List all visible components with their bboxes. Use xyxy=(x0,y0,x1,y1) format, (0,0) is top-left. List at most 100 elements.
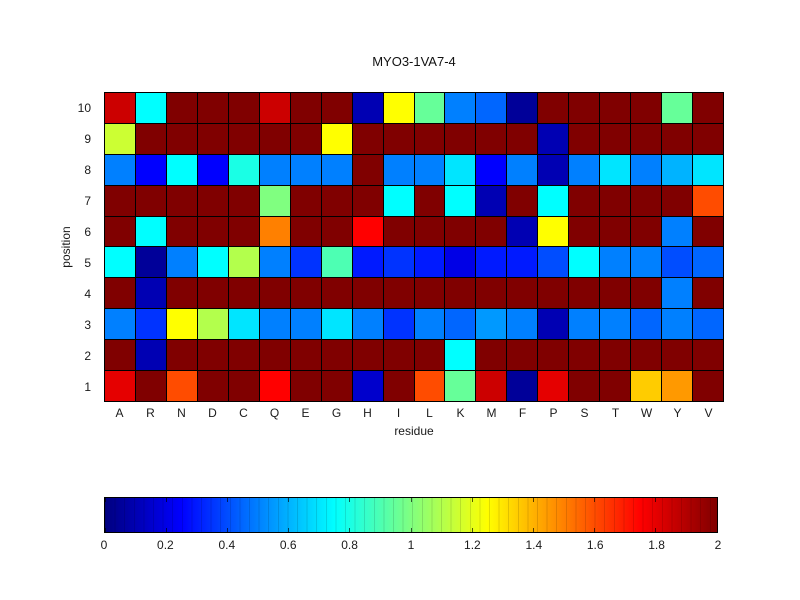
colorbar-tick-mark xyxy=(594,498,596,502)
heatmap-cell xyxy=(507,123,538,154)
heatmap-cell xyxy=(631,278,662,309)
heatmap-cell xyxy=(414,93,445,123)
heatmap-cell xyxy=(383,278,414,309)
heatmap-cell xyxy=(507,340,538,371)
heatmap-cell xyxy=(631,340,662,371)
colorbar-tick-label: 0.4 xyxy=(218,538,236,552)
y-axis-tick-labels: 10 9 8 7 6 5 4 3 2 1 xyxy=(54,92,98,402)
colorbar-tick-mark xyxy=(288,498,290,502)
heatmap-cell xyxy=(476,185,507,216)
heatmap-cell xyxy=(693,247,723,278)
colorbar-tick-mark xyxy=(532,498,534,502)
heatmap-cell xyxy=(631,216,662,247)
heatmap-cell xyxy=(383,340,414,371)
heatmap-cell xyxy=(476,216,507,247)
heatmap-cell xyxy=(259,309,290,340)
x-tick-label: I xyxy=(396,406,401,420)
heatmap-cell xyxy=(445,154,476,185)
heatmap-cell xyxy=(228,247,259,278)
heatmap-cell xyxy=(105,123,135,154)
heatmap-cell xyxy=(197,371,228,401)
heatmap-cell xyxy=(693,185,723,216)
heatmap-cell xyxy=(445,185,476,216)
heatmap-cell xyxy=(693,278,723,309)
heatmap-cell xyxy=(290,340,321,371)
heatmap-cell xyxy=(445,278,476,309)
heatmap-cell xyxy=(631,185,662,216)
heatmap-cell xyxy=(197,154,228,185)
heatmap-cell xyxy=(662,93,693,123)
heatmap-cell xyxy=(352,154,383,185)
y-axis-label: position xyxy=(59,226,73,268)
x-tick-label: E xyxy=(301,406,310,420)
x-tick-label: V xyxy=(704,406,713,420)
heatmap-cell xyxy=(197,185,228,216)
colorbar-tick-mark xyxy=(716,498,718,502)
heatmap-cell xyxy=(197,216,228,247)
heatmap-cell xyxy=(259,93,290,123)
colorbar-tick-mark xyxy=(349,498,351,502)
heatmap-cell xyxy=(352,309,383,340)
x-tick-label: Q xyxy=(269,406,280,420)
heatmap-cell xyxy=(259,185,290,216)
heatmap-cell xyxy=(414,247,445,278)
heatmap-cell xyxy=(600,371,631,401)
heatmap-cell xyxy=(476,247,507,278)
heatmap-cell xyxy=(259,340,290,371)
heatmap-cell xyxy=(693,93,723,123)
heatmap-cell xyxy=(228,216,259,247)
heatmap-cell xyxy=(197,309,228,340)
heatmap-cell xyxy=(693,309,723,340)
heatmap-cell xyxy=(259,278,290,309)
heatmap-cell xyxy=(166,247,197,278)
heatmap-cell xyxy=(445,93,476,123)
heatmap-cell xyxy=(600,185,631,216)
heatmap-cell xyxy=(290,216,321,247)
heatmap-cell xyxy=(166,340,197,371)
colorbar-segments xyxy=(105,498,717,532)
heatmap-cell xyxy=(290,371,321,401)
colorbar-tick-label: 0.6 xyxy=(279,538,297,552)
heatmap-cell xyxy=(414,340,445,371)
heatmap-cell xyxy=(476,123,507,154)
heatmap-cell xyxy=(600,123,631,154)
heatmap-cell xyxy=(197,340,228,371)
chart-title: MYO3-1VA7-4 xyxy=(372,54,456,69)
heatmap-cell xyxy=(290,247,321,278)
y-tick-label: 10 xyxy=(77,100,91,115)
x-tick-label: D xyxy=(208,406,217,420)
colorbar-tick-mark xyxy=(410,498,412,502)
heatmap-cell xyxy=(600,216,631,247)
heatmap-cell xyxy=(569,371,600,401)
heatmap-cell xyxy=(135,216,166,247)
heatmap-cell xyxy=(352,247,383,278)
heatmap-cell xyxy=(476,309,507,340)
heatmap-cell xyxy=(476,278,507,309)
x-tick-label: F xyxy=(518,406,527,420)
heatmap-cell xyxy=(105,371,135,401)
heatmap-cell xyxy=(414,154,445,185)
heatmap-cell xyxy=(507,278,538,309)
colorbar-tick-mark xyxy=(165,528,167,532)
heatmap-cell xyxy=(538,247,569,278)
y-tick-label: 2 xyxy=(84,348,91,363)
heatmap-cell xyxy=(290,185,321,216)
heatmap-cell xyxy=(569,309,600,340)
heatmap-cell xyxy=(445,371,476,401)
colorbar-tick-mark xyxy=(410,528,412,532)
heatmap-cell xyxy=(228,154,259,185)
heatmap-cell xyxy=(538,371,569,401)
x-tick-label: R xyxy=(146,406,155,420)
colorbar-tick-label: 1.4 xyxy=(525,538,543,552)
heatmap-cell xyxy=(166,309,197,340)
heatmap-cell xyxy=(105,154,135,185)
colorbar-tick-mark xyxy=(594,528,596,532)
heatmap-cell xyxy=(538,278,569,309)
colorbar-tick-label: 1.2 xyxy=(464,538,481,552)
heatmap-cell xyxy=(507,185,538,216)
colorbar-tick-mark xyxy=(104,528,106,532)
heatmap-cell xyxy=(476,371,507,401)
heatmap-cell xyxy=(662,154,693,185)
heatmap-cell xyxy=(259,154,290,185)
